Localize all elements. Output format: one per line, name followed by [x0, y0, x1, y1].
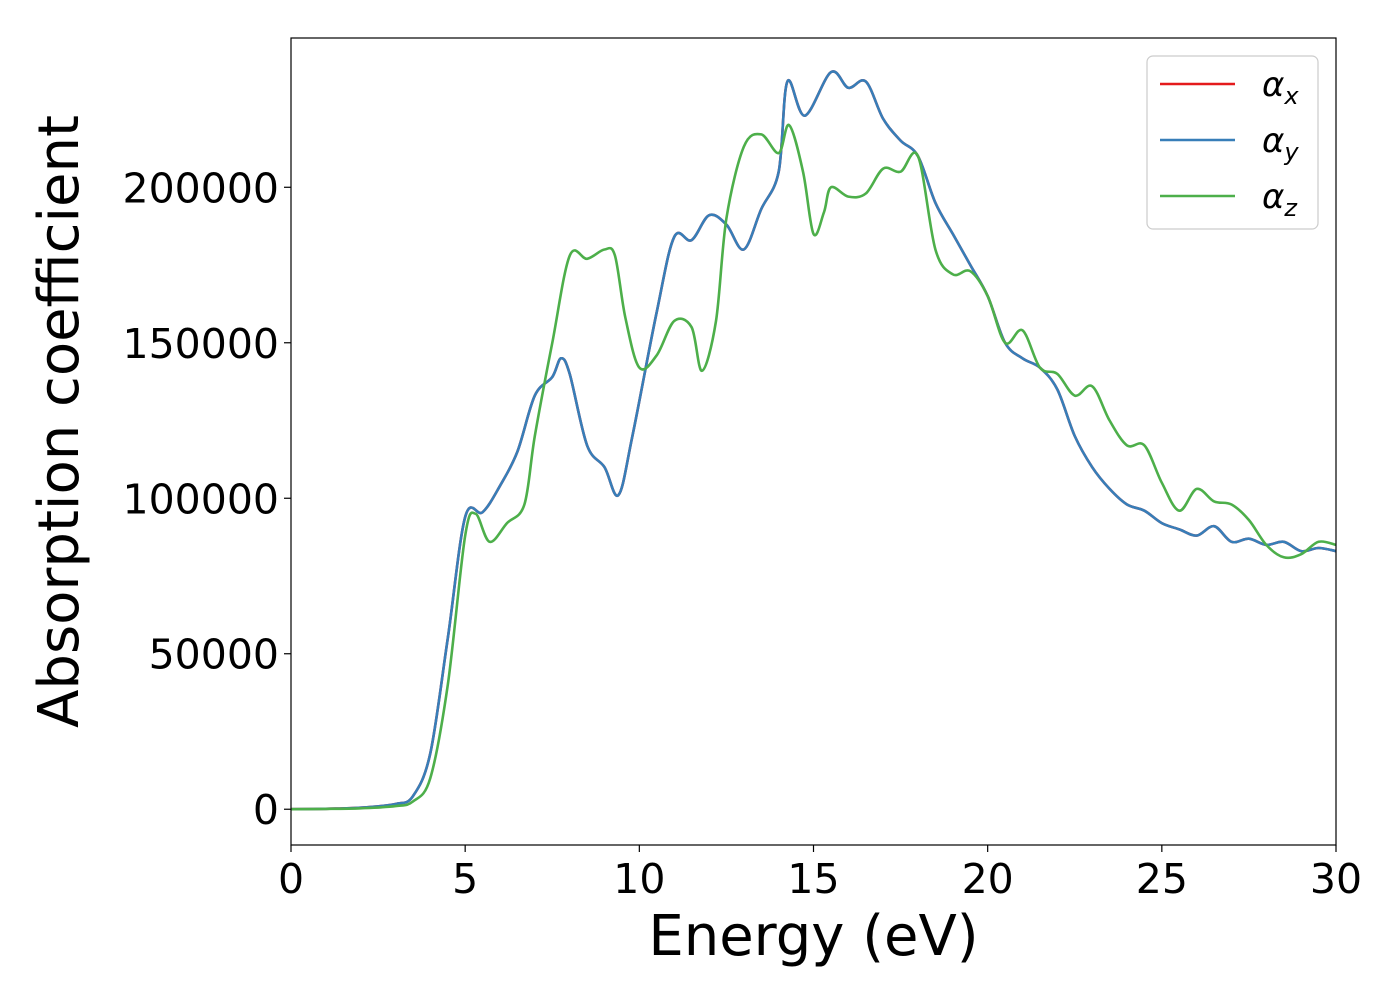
legend-box	[1146, 55, 1319, 230]
legend-label-x: αx	[1262, 65, 1299, 110]
x-tick-label: 5	[452, 855, 478, 903]
x-tick-label: 30	[1310, 855, 1362, 903]
y-tick-label: 100000	[122, 475, 279, 523]
x-tick-label: 10	[613, 855, 665, 903]
x-axis-ticks: 0 5 10 15 20 25 30	[278, 845, 1362, 903]
y-tick-label: 150000	[122, 320, 279, 368]
x-tick-label: 0	[278, 855, 304, 903]
x-tick-label: 20	[962, 855, 1014, 903]
y-tick-label: 50000	[149, 631, 279, 679]
x-axis-title: Energy (eV)	[648, 904, 978, 969]
y-axis-ticks: 0 50000 100000 150000 200000	[122, 164, 291, 834]
series-line-y	[291, 70, 1336, 811]
y-tick-label: 200000	[122, 164, 279, 212]
y-axis-title: Absorption coefficient	[27, 115, 92, 728]
legend-label-y: αy	[1262, 121, 1299, 166]
series-layer	[291, 70, 1336, 811]
y-tick-label: 0	[253, 786, 279, 834]
x-tick-label: 25	[1136, 855, 1188, 903]
x-tick-label: 15	[787, 855, 839, 903]
series-line-z	[291, 123, 1336, 811]
legend-label-z: αz	[1262, 177, 1298, 222]
legend: αx αy αz	[1146, 55, 1319, 230]
